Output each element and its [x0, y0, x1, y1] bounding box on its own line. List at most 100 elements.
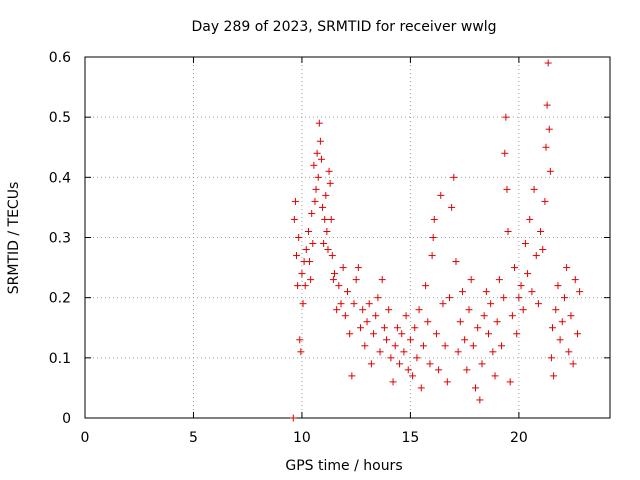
data-point [528, 288, 536, 296]
data-point [348, 372, 356, 380]
x-tick-label: 10 [293, 430, 311, 446]
data-point [319, 203, 327, 211]
data-point [357, 324, 365, 332]
data-point [415, 306, 423, 314]
data-point [391, 342, 399, 350]
data-point [344, 288, 351, 296]
data-point [404, 366, 412, 374]
data-point [454, 348, 462, 356]
data-point [304, 227, 312, 235]
data-point [521, 240, 529, 248]
data-point [309, 240, 317, 248]
data-point [445, 294, 453, 302]
data-point [308, 209, 316, 217]
data-point [435, 366, 443, 374]
data-points-layer [289, 59, 584, 422]
data-point [471, 384, 479, 392]
data-point [301, 282, 309, 290]
data-point [361, 342, 369, 350]
data-point [422, 282, 430, 290]
data-point [461, 336, 469, 344]
data-point [437, 191, 445, 199]
data-point [513, 330, 521, 338]
data-point [552, 306, 560, 314]
data-point [571, 276, 579, 284]
data-point [504, 227, 512, 235]
data-point [556, 336, 564, 344]
data-point [367, 360, 375, 368]
data-point [450, 173, 458, 181]
x-tick-label: 0 [81, 430, 90, 446]
y-tick-label: 0.2 [49, 291, 71, 307]
y-tick-label: 0.1 [49, 351, 71, 367]
data-point [429, 234, 437, 241]
data-point [396, 360, 404, 368]
data-point [329, 276, 337, 284]
data-point [409, 372, 417, 380]
data-point [290, 215, 298, 223]
data-point [306, 258, 314, 266]
data-point [430, 215, 438, 223]
data-point [491, 372, 499, 380]
data-point [299, 300, 307, 308]
data-point [482, 288, 490, 296]
data-point [547, 354, 555, 362]
data-point [316, 137, 324, 145]
data-point [537, 227, 545, 235]
data-point [324, 246, 332, 254]
data-point [495, 276, 503, 284]
data-point [424, 318, 432, 326]
data-point [448, 203, 456, 211]
data-point [554, 282, 562, 290]
data-point [524, 270, 532, 278]
data-point [569, 360, 577, 368]
data-point [291, 197, 299, 205]
data-point [387, 354, 395, 362]
y-tick-label: 0.3 [49, 231, 71, 247]
data-point [322, 191, 330, 199]
data-point [419, 342, 427, 350]
data-point [385, 306, 393, 314]
data-point [489, 348, 497, 356]
data-point [560, 294, 568, 302]
data-point [365, 300, 373, 308]
data-point [350, 300, 358, 308]
data-point [498, 342, 506, 350]
x-tick-label: 20 [510, 430, 528, 446]
y-tick-label: 0.5 [49, 110, 71, 126]
data-point [312, 185, 320, 193]
y-axis-label: SRMTID / TECUs [6, 182, 22, 295]
data-point [333, 306, 341, 314]
data-point [478, 360, 486, 368]
data-point [526, 215, 534, 223]
x-tick-label: 5 [189, 430, 198, 446]
y-tick-label: 0.4 [49, 170, 71, 186]
data-point [458, 288, 466, 296]
data-point [380, 324, 388, 332]
data-point [443, 378, 451, 386]
data-point [335, 282, 343, 290]
tick-label-layer: 0 5 10 15 20 0 0.1 0.2 0.3 0.4 0.5 0.6 [49, 50, 528, 446]
data-point [406, 336, 414, 344]
data-point [311, 197, 319, 205]
data-point [549, 324, 557, 332]
data-point [317, 155, 325, 163]
chart-title: Day 289 of 2023, SRMTID for receiver wwl… [191, 19, 496, 35]
data-point [400, 348, 408, 356]
data-point [294, 282, 302, 290]
data-point [542, 143, 550, 151]
data-point [515, 294, 523, 302]
data-point [374, 294, 382, 302]
data-point [323, 227, 331, 235]
data-point [346, 330, 354, 338]
data-point [508, 312, 516, 320]
data-point [330, 270, 338, 278]
data-point [337, 300, 345, 308]
data-point [573, 330, 581, 338]
data-point [376, 348, 384, 356]
data-point [532, 252, 540, 260]
data-point [320, 240, 328, 248]
data-point [452, 258, 460, 266]
data-point [511, 264, 519, 272]
